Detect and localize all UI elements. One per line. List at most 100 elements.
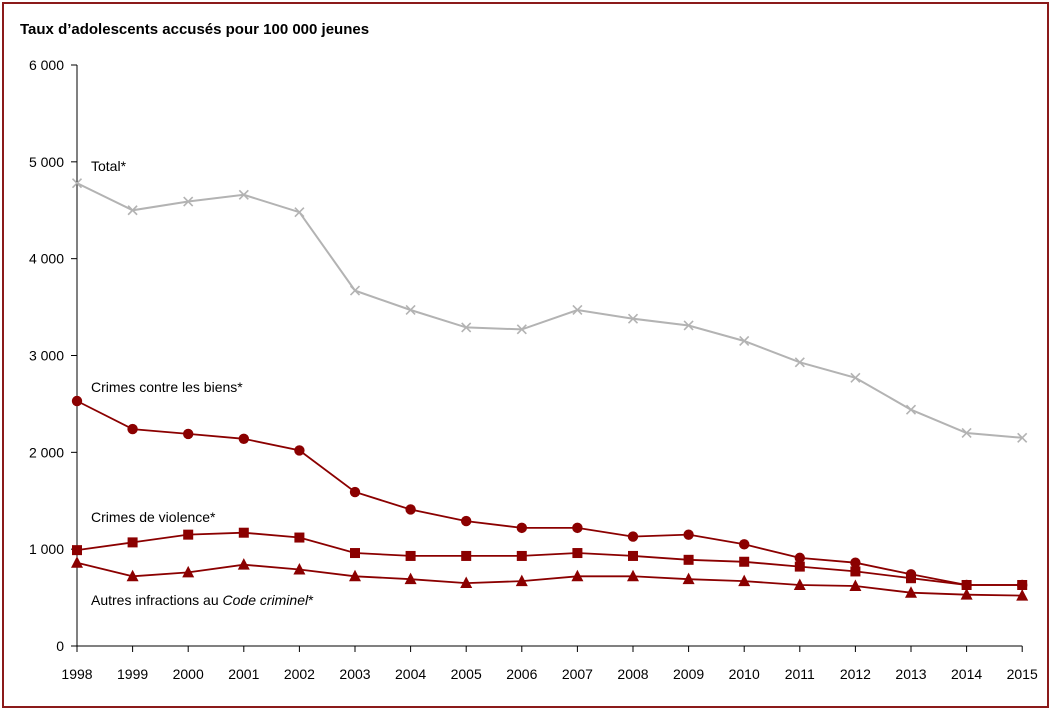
data-point <box>905 404 917 415</box>
x-tick-label: 2004 <box>395 666 426 682</box>
data-point <box>294 532 305 543</box>
marker-stroke <box>739 335 750 347</box>
data-point <box>182 565 195 578</box>
marker-stroke <box>349 285 361 296</box>
y-tick-label: 2 000 <box>29 444 64 460</box>
data-point <box>683 554 694 565</box>
marker-stroke <box>461 322 472 333</box>
marker-stroke <box>294 207 305 218</box>
data-point <box>516 550 527 561</box>
series-label-crimes-contre-les-biens: Crimes contre les biens* <box>91 379 243 395</box>
marker-stroke <box>183 196 194 207</box>
data-point <box>516 522 527 534</box>
data-point <box>71 556 83 568</box>
series-layer <box>71 178 1029 601</box>
data-point <box>183 529 194 540</box>
data-point <box>71 395 83 407</box>
data-point <box>794 561 805 572</box>
data-point <box>515 574 528 587</box>
data-point <box>683 529 694 540</box>
data-point <box>628 550 638 561</box>
data-point <box>849 579 862 591</box>
x-tick-label: 2005 <box>451 666 482 682</box>
data-point <box>349 569 361 582</box>
data-point <box>294 207 305 218</box>
marker-stroke <box>794 357 805 368</box>
data-point <box>850 557 861 568</box>
data-point <box>571 569 584 582</box>
x-tick-label: 2009 <box>673 666 704 682</box>
data-point <box>461 550 472 561</box>
series-autres-infractions-au-code-criminel <box>71 556 1029 601</box>
x-tick-label: 2011 <box>785 666 815 682</box>
data-point <box>850 372 861 383</box>
x-tick-label: 2007 <box>562 666 593 682</box>
marker-stroke <box>905 404 917 415</box>
data-point <box>516 324 527 335</box>
marker-stroke <box>961 427 972 439</box>
data-point <box>906 573 916 584</box>
data-point <box>183 428 194 440</box>
data-point <box>460 576 473 589</box>
data-point <box>127 205 138 216</box>
series-label-crimes-de-violence: Crimes de violence* <box>91 509 216 525</box>
data-point <box>739 556 750 567</box>
data-point <box>960 588 973 600</box>
marker-stroke <box>627 313 639 324</box>
series-line <box>76 182 1023 439</box>
y-tick-label: 1 000 <box>29 541 64 557</box>
data-point <box>126 569 139 582</box>
data-point <box>794 552 805 564</box>
x-tick-label: 2014 <box>951 666 982 682</box>
data-point <box>405 504 416 515</box>
data-point <box>349 486 361 498</box>
data-point <box>794 357 805 368</box>
data-point <box>739 335 750 347</box>
data-point <box>682 572 695 585</box>
data-point <box>850 566 861 577</box>
x-tick-label: 2002 <box>284 666 315 682</box>
data-point <box>461 322 472 333</box>
data-point <box>238 189 249 200</box>
marker-stroke <box>405 304 416 316</box>
series-crimes-de-violence <box>72 527 1028 590</box>
y-tick-label: 4 000 <box>29 251 64 267</box>
series-label-total: Total* <box>91 158 127 174</box>
marker-stroke <box>1017 432 1028 443</box>
chart-title: Taux d’adolescents accusés pour 100 000 … <box>20 21 369 38</box>
x-tick-label: 2006 <box>506 666 537 682</box>
y-tick-label: 5 000 <box>29 154 64 170</box>
marker-stroke <box>572 304 583 316</box>
x-tick-label: 1998 <box>61 666 92 682</box>
data-point <box>238 433 249 444</box>
data-point <box>404 572 417 585</box>
data-point <box>572 304 583 316</box>
series-crimes-contre-les-biens <box>71 395 1028 591</box>
x-tick-label: 2010 <box>729 666 760 682</box>
data-point <box>238 527 249 538</box>
marker-stroke <box>683 320 694 331</box>
data-point <box>905 586 917 598</box>
y-tick-label: 6 000 <box>29 57 64 73</box>
marker-stroke <box>516 324 527 335</box>
data-point <box>71 178 83 189</box>
data-point <box>683 320 694 331</box>
data-point <box>405 304 416 316</box>
data-point <box>237 558 250 570</box>
data-point <box>127 537 138 548</box>
x-tick-label: 2001 <box>228 666 259 682</box>
data-point <box>738 574 751 587</box>
data-point <box>572 548 583 559</box>
series-line <box>76 531 1023 586</box>
marker-stroke <box>850 372 861 383</box>
data-point <box>461 515 472 527</box>
data-point <box>1016 589 1029 601</box>
data-point <box>627 569 639 582</box>
x-tick-label: 2015 <box>1007 666 1038 682</box>
data-point <box>72 545 82 556</box>
data-point <box>183 196 194 207</box>
data-point <box>350 548 360 559</box>
axes: 0 1 000 2 000 3 000 4 000 5 000 6 000 1998 1999 2… <box>29 57 1038 682</box>
x-tick-label: 2012 <box>840 666 871 682</box>
